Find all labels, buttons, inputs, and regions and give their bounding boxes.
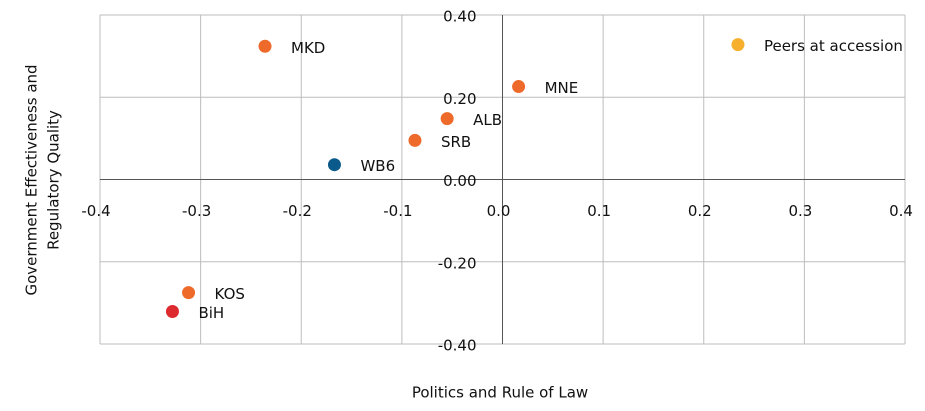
x-tick-label: 0.1: [587, 202, 611, 220]
x-tick-label: 0.3: [788, 202, 812, 220]
point-label: WB6: [360, 157, 395, 175]
x-tick-label: -0.2: [283, 202, 312, 220]
y-axis-title: Regulatory Quality: [45, 110, 63, 250]
x-tick-label: 0.4: [889, 202, 913, 220]
point: [440, 112, 454, 126]
x-tick-label: 0.2: [688, 202, 712, 220]
x-tick-label: 0.0: [487, 202, 511, 220]
point: [512, 80, 526, 94]
point: [731, 38, 745, 52]
y-tick-label: -0.20: [438, 254, 477, 272]
point: [258, 39, 272, 53]
point-label: BiH: [198, 304, 224, 322]
x-tick-label: -0.4: [81, 202, 110, 220]
point-label: SRB: [441, 133, 471, 151]
x-tick-label: -0.3: [182, 202, 211, 220]
y-tick-label: 0.00: [443, 172, 476, 190]
x-tick-label: -0.1: [383, 202, 412, 220]
point-label: Peers at accession: [764, 37, 903, 55]
y-tick-label: 0.40: [443, 8, 476, 26]
y-axis-title: Government Effectiveness and: [23, 64, 41, 295]
y-tick-label: -0.40: [438, 337, 477, 355]
point-label: MNE: [545, 79, 579, 97]
y-tick-label: 0.20: [443, 90, 476, 108]
point: [165, 305, 179, 319]
x-axis-title: Politics and Rule of Law: [412, 384, 588, 402]
point-label: KOS: [215, 285, 245, 303]
point: [327, 158, 341, 172]
point-label: MKD: [291, 39, 325, 57]
point: [408, 133, 422, 147]
point-label: ALB: [473, 111, 502, 129]
point: [182, 286, 196, 300]
